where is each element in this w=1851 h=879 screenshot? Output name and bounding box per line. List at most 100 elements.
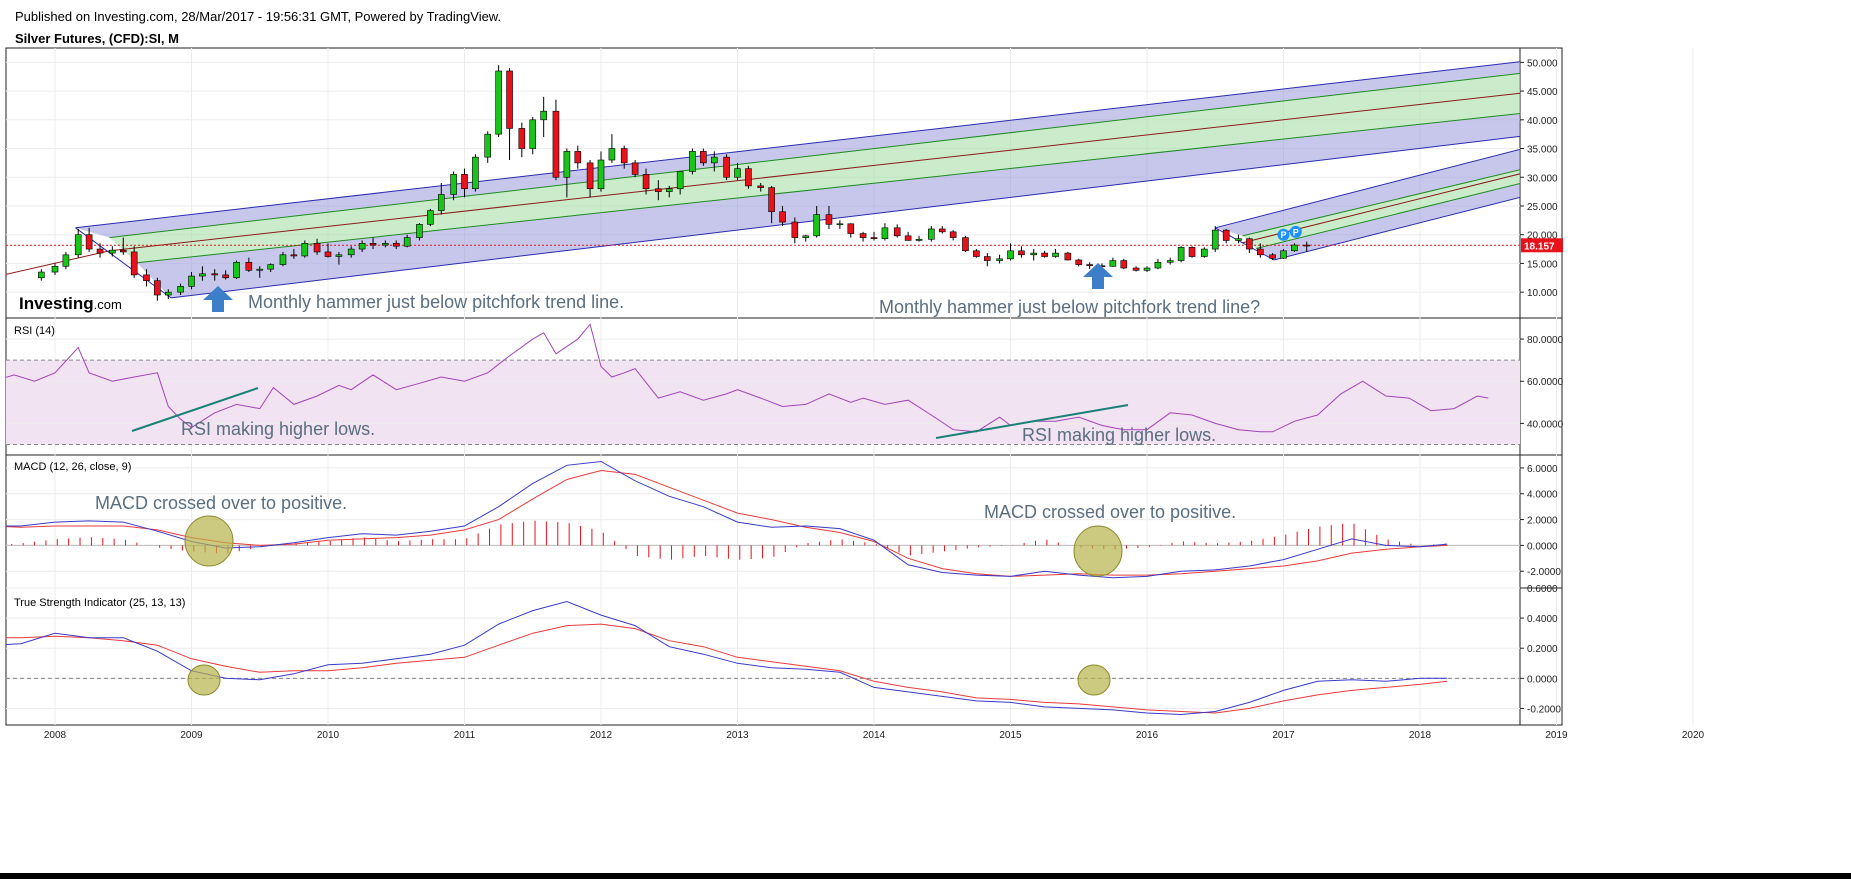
candle-up [881, 227, 889, 240]
small-pitchfork-lower [1273, 196, 1520, 261]
candle-down [949, 231, 957, 238]
pitchfork-band-outer [136, 113, 1520, 298]
pitchfork-inner-line [136, 112, 1520, 264]
macd-annotation-right: MACD crossed over to positive. [984, 502, 1236, 522]
y-tick-label: 50.000 [1527, 58, 1558, 69]
candle-down [313, 243, 321, 253]
candle-up [347, 248, 355, 256]
candle-up [563, 151, 571, 178]
candle-down [1064, 252, 1072, 261]
candle-down [973, 250, 980, 257]
x-tick-label: 2014 [863, 730, 886, 741]
candle-down [1246, 238, 1253, 250]
pitchfork-band-outer [75, 61, 1520, 238]
candle-up [335, 254, 343, 257]
candle-up [416, 224, 423, 238]
candle-down [96, 248, 104, 254]
candle-down [1269, 254, 1276, 259]
candle-down [745, 168, 752, 187]
x-tick-label: 2011 [454, 730, 476, 741]
candle-down [574, 151, 582, 164]
candle-down [1188, 247, 1196, 257]
small-pitchfork-band [1215, 149, 1520, 236]
candle-down [983, 256, 991, 261]
candle-up [802, 235, 810, 238]
small-pitchfork-band [1256, 183, 1520, 260]
tsi-signal-line [6, 623, 1448, 714]
candle-up [734, 168, 741, 178]
candle-down [757, 185, 765, 188]
candle-down [938, 228, 946, 233]
candle-up [1177, 247, 1185, 261]
rsi-line [6, 323, 1489, 433]
y-tick-label: 40.000 [1527, 116, 1558, 127]
hammer-arrow-left [203, 286, 233, 312]
candle-down [859, 233, 867, 238]
tsi-title: True Strength Indicator (25, 13, 13) [14, 597, 185, 609]
logo-suffix: .com [94, 297, 122, 312]
y-tick-label: 0.4000 [1527, 614, 1558, 625]
small-pitchfork-inner [1256, 183, 1520, 249]
candle-down [642, 174, 650, 190]
candle-down [825, 214, 833, 225]
x-tick-label: 2013 [726, 730, 749, 741]
y-tick-label: 60.0000 [1527, 377, 1564, 388]
candle-down [154, 280, 161, 296]
candle-down [119, 249, 127, 253]
pattern-marker-icon [1289, 225, 1302, 238]
candle-up [199, 273, 206, 277]
y-tick-label: 0.6000 [1527, 584, 1558, 595]
up-arrow-icon [203, 286, 233, 312]
candle-up [51, 265, 59, 273]
candle-up [256, 268, 264, 271]
candle-down [518, 128, 526, 149]
macd-title: MACD (12, 26, close, 9) [14, 461, 131, 473]
candles [38, 65, 1311, 301]
candle-up [996, 258, 1003, 261]
candle-down [245, 261, 253, 271]
candle-down [586, 162, 594, 190]
candle-up [1201, 248, 1208, 257]
candle-down [1120, 260, 1128, 269]
candle-up [427, 210, 434, 225]
candle-up [279, 254, 287, 265]
rsi-trendline-right [935, 404, 1129, 439]
x-tick-label: 2019 [1545, 730, 1568, 741]
candle-up [38, 271, 45, 279]
candle-down [85, 234, 93, 250]
candle-up [1235, 238, 1242, 241]
last-price-label: 18.157 [1524, 241, 1555, 252]
candle-up [710, 156, 718, 164]
bottom-bar [0, 873, 1851, 879]
candle-up [437, 194, 445, 211]
candle-up [813, 214, 820, 237]
candle-up [233, 261, 240, 279]
candle-down [461, 174, 468, 190]
pitchfork-inner-line [109, 72, 1520, 239]
candle-down [1256, 248, 1264, 256]
candle-down [1086, 264, 1093, 267]
y-tick-label: -0.2000 [1527, 704, 1561, 715]
candle-down [1041, 252, 1048, 257]
candle-up [836, 223, 844, 226]
candle-up [1109, 260, 1117, 267]
candle-up [1007, 250, 1014, 260]
candle-down [791, 221, 799, 238]
candle-up [382, 243, 389, 246]
candle-down [620, 148, 628, 164]
highlight-circle-icon [1073, 525, 1123, 577]
candle-down [143, 274, 150, 281]
pitchfork-group [6, 61, 1520, 299]
candle-up [484, 133, 492, 158]
highlight-circle-icon [184, 515, 234, 567]
x-tick-label: 2010 [317, 730, 340, 741]
candle-up [1052, 252, 1059, 257]
candle-up [403, 237, 411, 247]
x-tick-label: 2012 [590, 730, 613, 741]
small-pitchfork-upper [1215, 148, 1520, 229]
pitchfork-upper-line [75, 61, 1520, 229]
rsi-annotation-right: RSI making higher lows. [1022, 425, 1216, 445]
y-tick-label: 6.0000 [1527, 464, 1558, 475]
symbol-title: Silver Futures, (CFD):SI, M [15, 31, 179, 46]
